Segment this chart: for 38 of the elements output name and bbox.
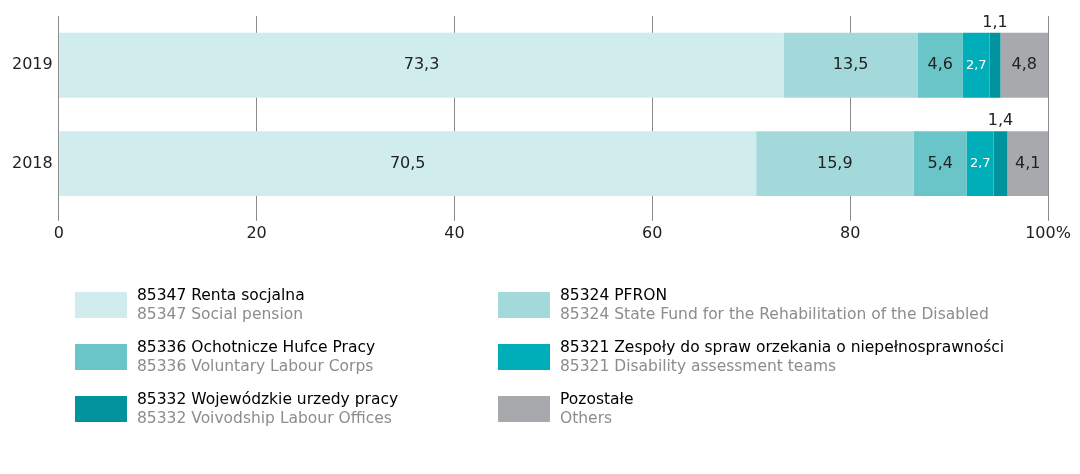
y-tick-label: 2019 — [12, 54, 53, 74]
data-label: 1,4 — [987, 110, 1014, 130]
data-label: 2,7 — [969, 154, 991, 170]
legend-label: 85332 Wojewódzkie urzedy pracy 85332 Voivodship Labour Offices — [137, 390, 399, 428]
data-label: 2,7 — [965, 56, 987, 72]
bar — [1007, 131, 1048, 197]
bar — [913, 131, 967, 197]
x-tick-label: 0 — [53, 222, 64, 242]
bar — [756, 131, 914, 197]
y-tick-label: 2018 — [12, 152, 53, 172]
bar — [783, 32, 918, 98]
bar — [966, 131, 994, 197]
legend-label: 85336 Ochotnicze Hufce Pracy 85336 Voluntary Labour Corps — [137, 338, 376, 376]
data-label: 1,1 — [982, 11, 1008, 31]
data-label: 13,5 — [832, 54, 869, 74]
data-label: 70,5 — [389, 152, 426, 172]
data-label: 5,4 — [927, 152, 953, 172]
legend-label: 85324 PFRON 85324 State Fund for the Rehabilitation of the Disabled — [560, 286, 989, 324]
legend-label: 85321 Zespoły do spraw orzekania o niepełnosprawności 85321 Disability assessment teams — [560, 338, 1005, 376]
bar — [993, 131, 1008, 197]
x-tick-label: 80 — [839, 222, 861, 242]
data-label: 4,6 — [927, 54, 953, 74]
x-tick-label: 40 — [444, 222, 465, 242]
bar — [962, 32, 990, 98]
bar — [59, 32, 784, 98]
bar — [989, 32, 1001, 98]
x-tick-label: 100% — [1025, 222, 1071, 242]
bar — [917, 32, 963, 98]
data-label: 15,9 — [817, 152, 853, 172]
legend-label: 85347 Renta socjalna 85347 Social pension — [137, 286, 305, 324]
data-label: 4,8 — [1011, 54, 1037, 74]
x-tick-label: 20 — [246, 222, 267, 242]
legend-label: Pozostałe Others — [560, 390, 634, 428]
bar — [1000, 32, 1048, 98]
data-label: 4,1 — [1014, 152, 1041, 172]
x-tick-label: 60 — [642, 222, 663, 242]
data-label: 73,3 — [403, 54, 440, 74]
bar — [59, 131, 757, 197]
